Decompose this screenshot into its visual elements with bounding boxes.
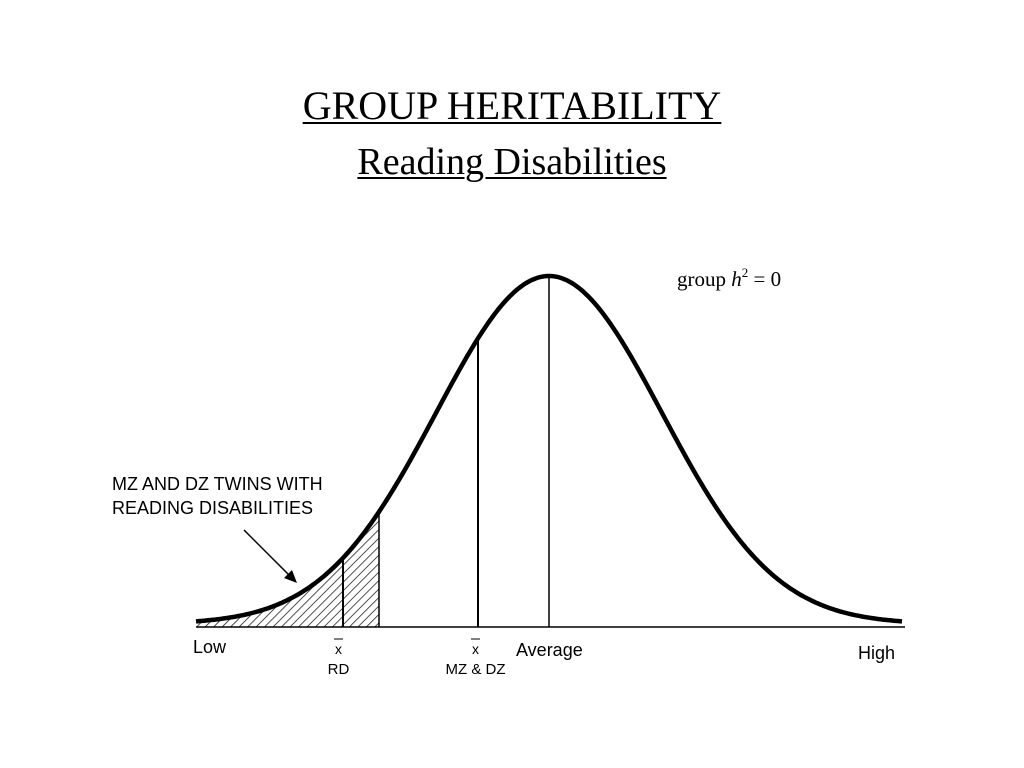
slide-title: GROUP HERITABILITY	[302, 83, 722, 128]
mzdz-marker-label: MZ & DZ	[446, 661, 506, 678]
slide-subtitle: Reading Disabilities	[357, 141, 667, 183]
reading-disability-region	[196, 511, 379, 627]
axis-label-high: High	[858, 643, 895, 663]
annotation-variable: h	[731, 267, 742, 291]
rd-xbar-symbol: x	[335, 641, 342, 657]
callout-line-2: READING DISABILITIES	[112, 498, 313, 518]
callout-arrow-head	[284, 570, 297, 583]
callout-line-1: MZ AND DZ TWINS WITH	[112, 474, 323, 494]
rd-marker-label: RD	[328, 661, 350, 678]
annotation-superscript: 2	[742, 265, 749, 280]
axis-label-average: Average	[516, 640, 583, 660]
heritability-annotation: group h2 = 0	[677, 265, 781, 291]
annotation-suffix: = 0	[748, 267, 781, 291]
axis-label-low: Low	[193, 637, 227, 657]
mzdz-xbar-symbol: x	[472, 641, 479, 657]
callout-arrow-shaft	[243, 529, 291, 577]
annotation-prefix: group	[677, 267, 731, 291]
